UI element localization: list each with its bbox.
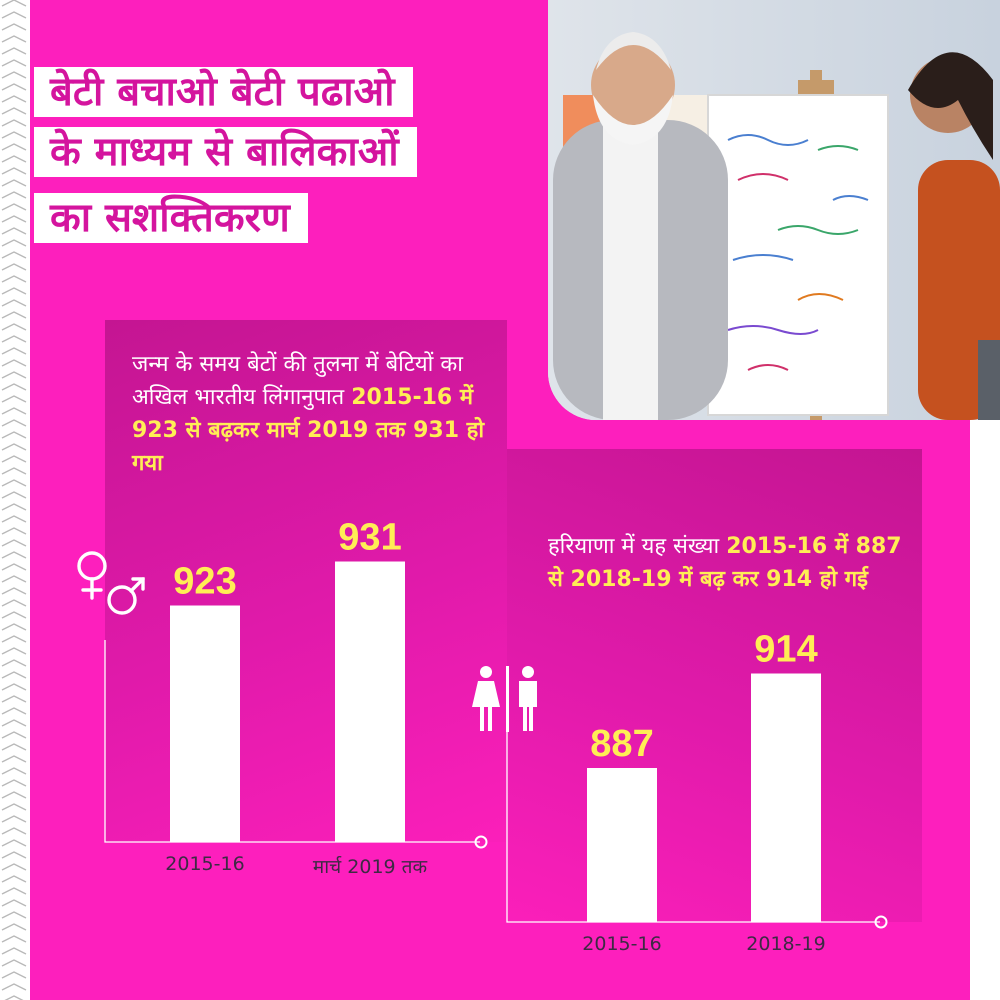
haryana-category-label-2: 2018-19 [746, 933, 826, 955]
haryana-value-label-2: 914 [754, 629, 817, 671]
national-category-label-2: मार्च 2019 तक [312, 856, 428, 878]
title-line-1: बेटी बचाओ बेटी पढाओ [34, 67, 413, 117]
haryana-bar-1 [587, 768, 657, 922]
female-male-symbol-icon [77, 551, 145, 615]
national-description-text: जन्म के समय बेटों की तुलना में बेटियों क… [132, 352, 463, 410]
haryana-axis-end-marker [874, 915, 888, 929]
national-description-highlight: 2015-16 में 923 से बढ़कर मार्च 2019 तक 9… [132, 385, 485, 476]
national-value-label-2: 931 [338, 517, 401, 559]
haryana-axis-line [506, 720, 880, 923]
haryana-description: हरियाणा में यह संख्या 2015-16 में 887 से… [548, 530, 903, 596]
national-axis-end-marker [474, 835, 488, 849]
haryana-description-highlight: 2015-16 में 887 से 2018-19 में बढ़ कर 91… [548, 534, 902, 592]
haryana-description-text: हरियाणा में यह संख्या [548, 534, 720, 559]
haryana-chart-panel [507, 449, 922, 922]
photo [548, 0, 1000, 420]
national-bar-1 [170, 605, 240, 842]
haryana-bar-2 [751, 673, 821, 922]
haryana-value-label-1: 887 [590, 723, 653, 765]
title-line-3: का सशक्तिकरण [34, 193, 308, 243]
national-value-label-1: 923 [173, 561, 236, 603]
haryana-category-label-1: 2015-16 [582, 933, 662, 955]
national-description: जन्म के समय बेटों की तुलना में बेटियों क… [132, 348, 487, 480]
title-line-2: के माध्यम से बालिकाओं [34, 127, 417, 177]
national-category-label-1: 2015-16 [165, 853, 245, 875]
national-bar-2 [335, 561, 405, 842]
zigzag-border [1, 0, 27, 1000]
woman-man-restroom-icon [472, 666, 537, 732]
